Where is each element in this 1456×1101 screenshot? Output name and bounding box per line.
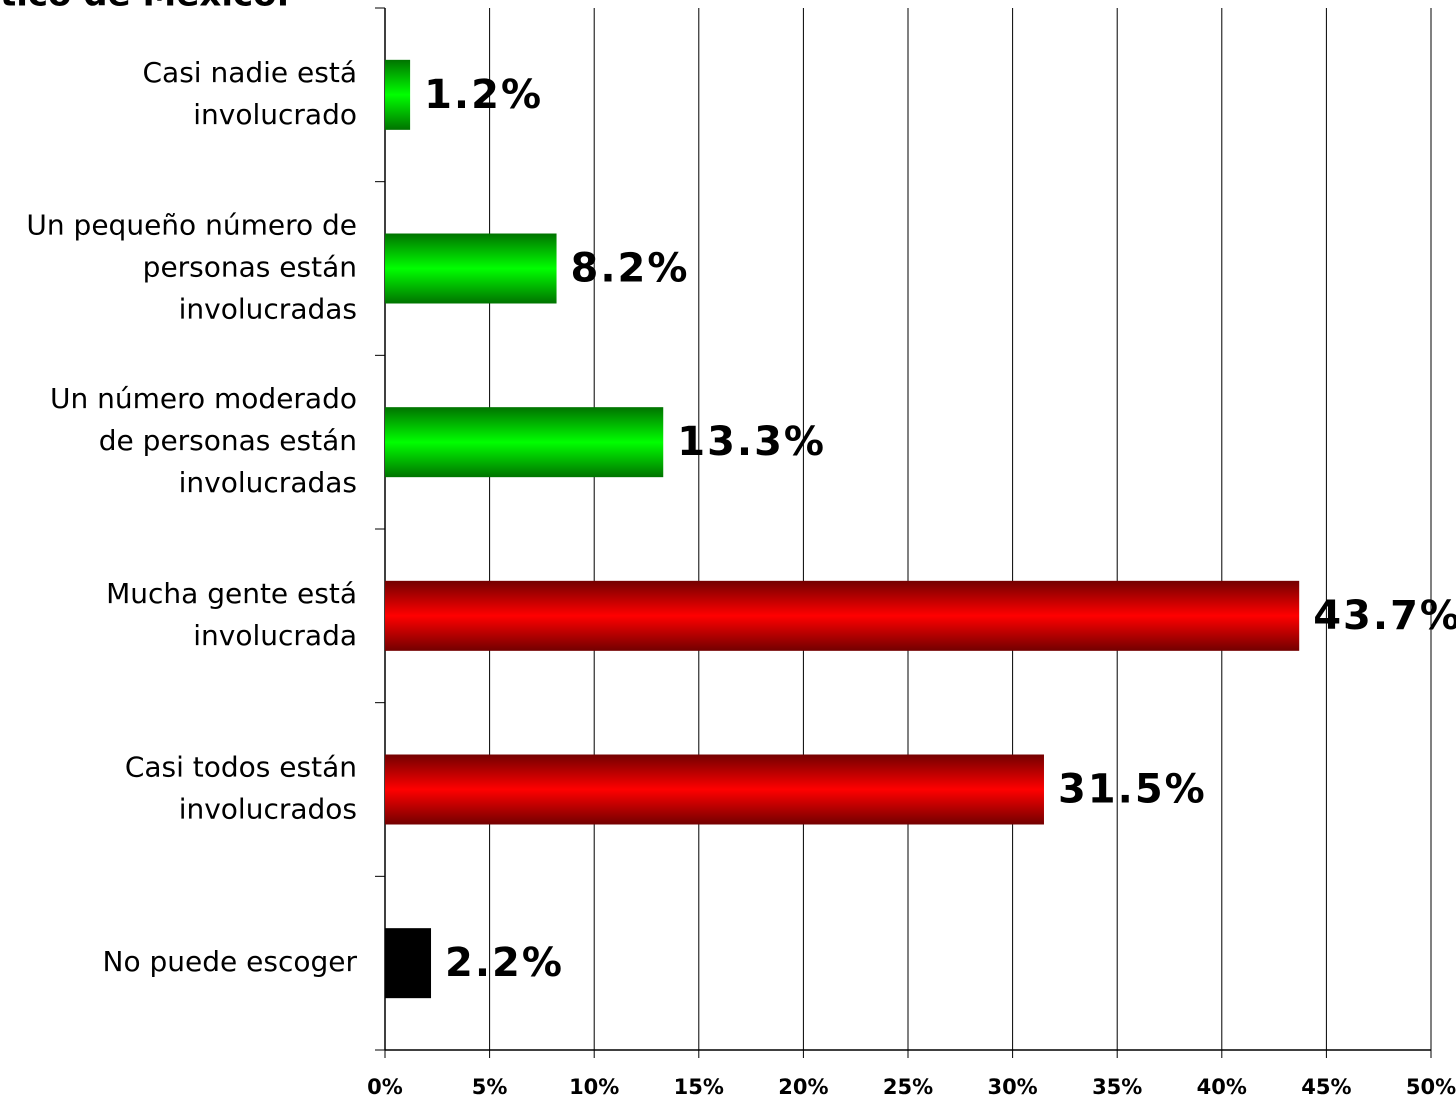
category-label: Mucha gente está xyxy=(106,577,357,610)
category-label: personas están xyxy=(143,251,357,284)
bar xyxy=(385,580,1300,651)
x-tick-label: 30% xyxy=(987,1075,1037,1099)
category-label: involucrados xyxy=(179,793,357,826)
x-tick-label: 50% xyxy=(1406,1075,1456,1099)
value-label: 8.2% xyxy=(571,246,690,292)
category-label: No puede escoger xyxy=(103,945,358,978)
bar xyxy=(385,407,664,478)
bar xyxy=(385,928,432,999)
x-tick-label: 0% xyxy=(367,1075,403,1099)
category-label: involucrada xyxy=(193,619,357,652)
category-label: Un pequeño número de xyxy=(26,209,357,242)
x-tick-label: 10% xyxy=(569,1075,619,1099)
value-label: 1.2% xyxy=(424,72,543,118)
value-label: 13.3% xyxy=(677,419,826,465)
category-label: involucradas xyxy=(179,466,357,499)
bar xyxy=(385,754,1044,825)
category-label: involucradas xyxy=(179,293,357,326)
category-label: Un número moderado xyxy=(50,382,357,415)
bar xyxy=(385,233,557,304)
x-tick-label: 35% xyxy=(1092,1075,1142,1099)
category-label: involucrado xyxy=(193,98,357,131)
x-tick-label: 40% xyxy=(1197,1075,1247,1099)
bar xyxy=(385,59,411,130)
value-label: 43.7% xyxy=(1313,593,1456,639)
category-label: Casi nadie está xyxy=(142,56,357,89)
x-tick-label: 45% xyxy=(1301,1075,1351,1099)
value-label: 2.2% xyxy=(445,940,564,986)
x-tick-label: 5% xyxy=(472,1075,508,1099)
category-label: Casi todos están xyxy=(125,751,357,784)
category-label: de personas están xyxy=(99,424,357,457)
x-tick-label: 25% xyxy=(883,1075,933,1099)
chart-title: tico de México. xyxy=(0,0,289,15)
value-label: 31.5% xyxy=(1058,767,1207,813)
x-tick-label: 20% xyxy=(778,1075,828,1099)
x-tick-label: 15% xyxy=(674,1075,724,1099)
